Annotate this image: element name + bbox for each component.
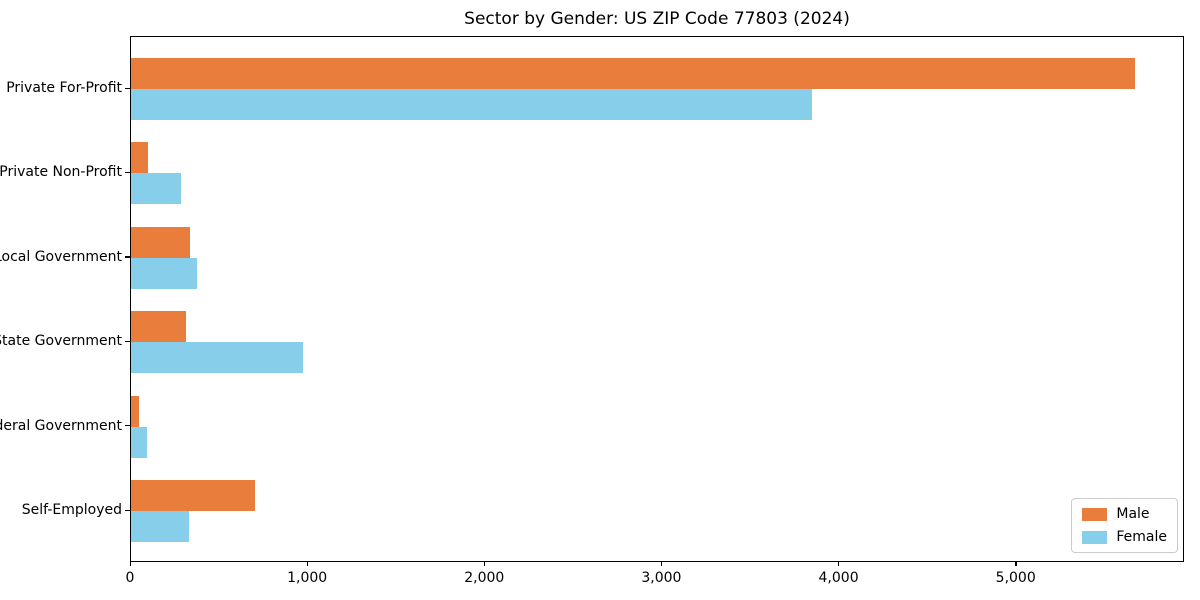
x-tick-label: 0 [125,570,135,586]
x-tick [483,561,486,566]
bar-male-local-government [131,226,190,258]
legend-swatch-female [1082,530,1108,544]
chart-title: Sector by Gender: US ZIP Code 77803 (202… [464,9,850,29]
x-tick-label: 3,000 [641,570,682,586]
x-tick [838,561,840,566]
y-tick-label: Private Non-Profit [0,164,122,181]
legend-entry-male: Male [1082,506,1167,522]
bar-male-state-government [131,311,186,343]
y-tick-label: Federal Government [0,417,122,434]
bar-female-private-for-profit [131,89,812,120]
bar-female-self-employed [131,511,189,542]
x-tick-label: 5,000 [995,570,1036,586]
y-tick-label: Private For-Profit [6,80,122,96]
y-tick-label: Local Government [0,248,122,265]
y-tick [125,171,130,174]
bar-male-self-employed [131,480,255,511]
y-tick-label: Self-Employed [21,502,122,518]
bar-male-private-for-profit [131,58,1135,89]
bar-female-local-government [131,257,197,289]
y-tick [125,256,130,258]
legend-swatch-male [1082,507,1108,521]
y-tick-label: State Government [0,333,122,350]
legend-entry-female: Female [1082,529,1167,545]
bar-male-federal-government [131,395,139,427]
x-tick [660,561,663,566]
y-tick [125,509,130,511]
x-tick [1015,561,1017,566]
x-tick-label: 2,000 [464,570,505,586]
bar-female-private-non-profit [131,173,181,205]
bar-male-private-non-profit [131,142,148,174]
x-tick [129,561,131,566]
bar-female-federal-government [131,426,147,458]
legend: Male Female [1071,498,1178,553]
x-tick-label: 4,000 [818,570,859,586]
plot-area: Male Female [130,36,1184,562]
y-tick [125,425,130,427]
x-tick [306,561,308,566]
bar-female-state-government [131,342,303,374]
y-tick [125,340,130,342]
x-tick-label: 1,000 [287,570,328,586]
legend-label-female: Female [1116,529,1167,545]
y-tick [125,87,130,89]
legend-label-male: Male [1116,506,1150,522]
